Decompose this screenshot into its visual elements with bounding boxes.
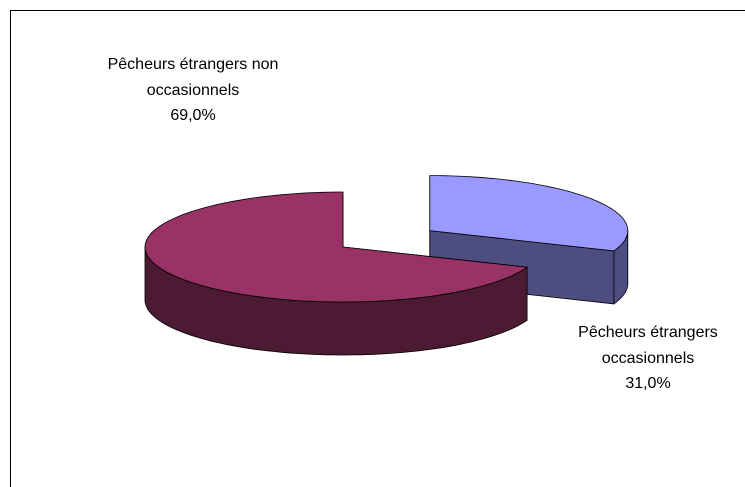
slice-value: 31,0%	[625, 375, 671, 392]
slice-category: Pêcheurs étrangers non occasionnels	[107, 56, 279, 99]
slice-category: Pêcheurs étrangers occasionnels	[578, 324, 718, 367]
slice-label: Pêcheurs étrangers occasionnels 31,0%	[578, 320, 718, 397]
slice-value: 69,0%	[170, 107, 216, 124]
slice-top	[144, 191, 529, 303]
slice-top	[429, 175, 629, 252]
chart-border	[10, 10, 745, 487]
slice-label: Pêcheurs étrangers non occasionnels 69,0…	[93, 52, 293, 129]
